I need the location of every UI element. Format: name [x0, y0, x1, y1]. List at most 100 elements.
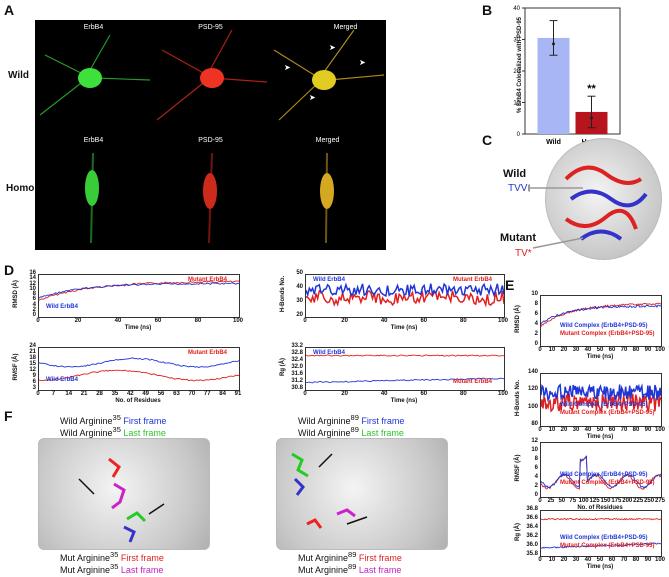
last: Last frame [120, 565, 164, 575]
x-tick-label: 50 [596, 557, 604, 563]
x-tick-label: 10 [548, 347, 556, 353]
x-tick-label: 100 [654, 427, 666, 433]
y-tick-label: 31.2 [291, 378, 303, 384]
x-tick-label: 40 [584, 427, 592, 433]
f-right-wild-first: Wild Arginine89 First frame [298, 413, 404, 426]
micrograph-homo-merged: Merged [269, 133, 386, 250]
x-tick-label: 20 [341, 391, 348, 397]
x-tick-label: 60 [154, 318, 162, 324]
y-tick-label: 36.8 [526, 506, 538, 512]
x-tick-label: 80 [460, 318, 467, 324]
y-tick-label: 2 [32, 306, 36, 313]
legend-wild: Wild ErbB4 [313, 350, 345, 356]
y-tick-label: 120 [527, 386, 538, 393]
x-tick-label: 40 [380, 318, 388, 324]
f-right-mut-first: Mut Arginine89 First frame [298, 550, 402, 563]
data-point [590, 116, 593, 120]
x-tick-label: 70 [188, 391, 196, 397]
callout-arrows [528, 184, 584, 249]
sup: 35 [112, 425, 121, 434]
series-wild [39, 357, 239, 368]
x-axis-label: Time (ns) [390, 398, 418, 404]
series-mutant [541, 517, 661, 521]
sup: 89 [350, 425, 359, 434]
x-tick-label: 150 [600, 498, 611, 504]
y-tick-label: 40 [513, 6, 520, 12]
x-tick-label: 42 [126, 391, 134, 397]
y-tick-label: 36.4 [526, 524, 538, 530]
x-tick-label: 275 [654, 498, 666, 504]
row-label-homo: Homo [6, 183, 35, 194]
x-tick-label: 30 [572, 347, 580, 353]
x-tick-label: 60 [608, 427, 616, 433]
x-tick-label: 80 [194, 318, 202, 324]
series-wild [306, 282, 504, 298]
x-tick-label: 28 [96, 391, 103, 397]
series-wild [541, 455, 661, 490]
x-tick-label: 100 [497, 318, 509, 324]
x-tick-label: 30 [572, 557, 580, 563]
svg-text:➤: ➤ [329, 43, 336, 52]
legend-mutant: Mutant ErbB4 [453, 277, 492, 283]
y-tick-label: 0 [32, 312, 36, 318]
x-axis-label: Time (ns) [586, 434, 614, 440]
last: Last frame [358, 565, 402, 575]
first: First frame [120, 553, 164, 563]
paneld-plot-0 [38, 274, 240, 318]
x-tick-label: 10 [548, 557, 556, 563]
legend-wild: Wild Complex (ErbB4+PSD-95) [560, 401, 648, 408]
x-tick-label: 20 [560, 557, 568, 563]
plot-lines [39, 280, 239, 301]
wild-sequence: TVV [508, 183, 528, 194]
legend-wild: Wild Complex (ErbB4+PSD-95) [560, 322, 648, 329]
f-right-mut-last: Mut Arginine89 Last frame [298, 562, 401, 575]
x-tick-label: 60 [608, 347, 616, 353]
y-tick-label: 10 [531, 291, 538, 297]
name: Wild Arginine [60, 416, 113, 426]
x-tick-label: 0 [36, 318, 40, 324]
y-tick-label: 30 [296, 298, 303, 304]
y-tick-label: 12 [29, 280, 36, 287]
y-tick-label: 24 [29, 343, 36, 349]
last: Last frame [123, 428, 166, 438]
x-tick-label: 40 [584, 557, 592, 563]
x-tick-label: 100 [497, 391, 509, 397]
x-tick-label: 80 [632, 427, 640, 433]
x-tick-label: 90 [644, 347, 652, 353]
x-tick-label: 40 [380, 391, 388, 397]
x-tick-label: 225 [633, 498, 644, 504]
y-axis-label: Rg (Å) [280, 358, 286, 376]
y-tick-label: 4 [534, 321, 538, 327]
x-tick-label: 14 [65, 391, 73, 397]
paneld-plot-2 [38, 347, 240, 391]
y-tick-label: 10 [29, 285, 36, 292]
micrograph-homo-erbb4: ErbB4 [35, 133, 152, 250]
x-tick-label: 60 [420, 391, 428, 397]
y-tick-label: 14 [29, 275, 36, 282]
x-tick-label: 70 [620, 427, 628, 433]
x-tick-label: 50 [558, 498, 566, 504]
significance-label: ** [587, 83, 596, 95]
x-tick-label: 60 [608, 557, 616, 563]
wild-label: Wild [503, 168, 527, 180]
x-tick-label: 70 [620, 557, 628, 563]
y-tick-label: 32.8 [291, 350, 303, 356]
name: Mut Arginine [298, 565, 349, 575]
x-tick-label: 40 [114, 318, 122, 324]
y-tick-label: 4 [32, 301, 36, 308]
y-tick-label: 33.2 [291, 343, 303, 349]
x-tick-label: 50 [596, 427, 604, 433]
legend-mutant: Mutant ErbB4 [188, 277, 227, 283]
sup: 89 [348, 562, 357, 571]
channel-title: ErbB4 [83, 137, 104, 144]
legend-mutant: Mutant Complex (ErbB4+PSD-95) [560, 479, 655, 486]
x-tick-label: 30 [572, 427, 580, 433]
panele-plot-3 [540, 510, 662, 557]
last: Last frame [361, 428, 404, 438]
y-tick-label: 31.6 [291, 371, 303, 377]
x-tick-label: Wild [546, 139, 561, 146]
x-tick-label: 56 [157, 391, 165, 397]
x-tick-label: 100 [232, 318, 244, 324]
x-tick-label: 91 [234, 391, 242, 397]
legend-wild: Wild Complex (ErbB4+PSD-95) [560, 471, 648, 478]
